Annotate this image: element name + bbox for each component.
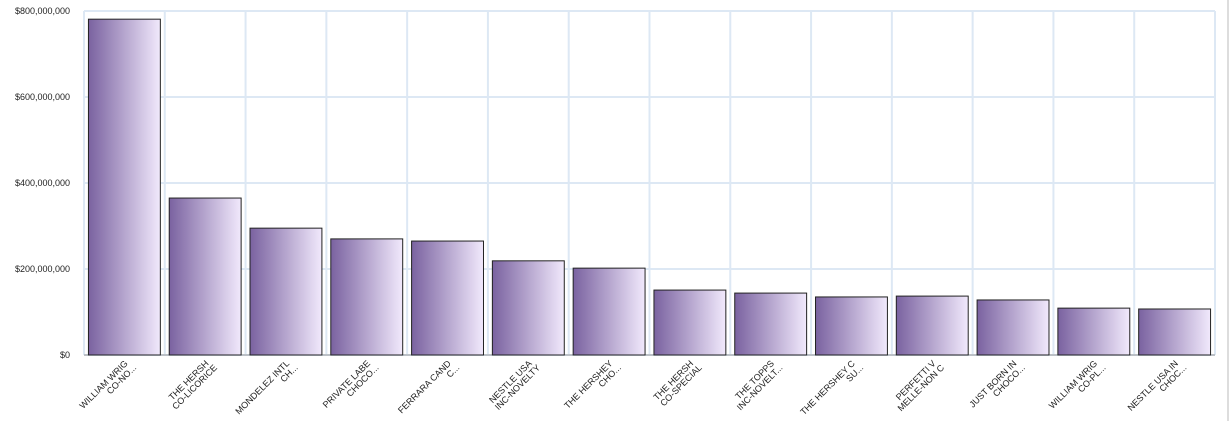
x-tick-label: PRIVATE LABECHOCO... — [321, 356, 381, 416]
bar — [1138, 308, 1212, 356]
x-tick-label: THE HERSHEY CSU... — [798, 356, 865, 421]
bar — [168, 197, 242, 356]
x-tick-label: MONDELEZ INTLCH... — [233, 356, 299, 421]
x-tick-label: THE TOPPSINC-NOVELT... — [728, 356, 784, 412]
x-tick-label-line: THE HERSHEY C — [798, 358, 857, 417]
x-tick-label: WILLIAM WRIGCO-PL... — [1047, 356, 1108, 417]
bar — [976, 299, 1050, 356]
bar — [1057, 307, 1131, 356]
bar — [249, 227, 323, 356]
y-tick-label: $600,000,000 — [15, 92, 70, 102]
x-tick-label: THE HERSHEYCHO... — [562, 356, 623, 417]
x-tick-label: JUST BORN INCHOCO... — [967, 356, 1027, 416]
bar — [815, 296, 888, 356]
bar — [895, 295, 969, 356]
x-tick-label: NESTLE USA INCHOC... — [1126, 356, 1189, 419]
bar — [330, 238, 404, 356]
x-tick-label-line: MONDELEZ INTL — [233, 358, 291, 416]
bar — [653, 289, 727, 356]
x-tick-label: WILLIAM WRIGCO-NO... — [77, 356, 138, 417]
bar — [572, 267, 646, 356]
y-tick-label: $800,000,000 — [15, 6, 70, 16]
y-tick-label: $400,000,000 — [15, 178, 70, 188]
x-tick-label: FERRARA CANDC... — [396, 356, 461, 421]
x-tick-label: THE HERSHCO-SPECIAL — [651, 356, 703, 408]
bar — [734, 292, 808, 356]
x-tick-label: NESTLE USAINC-NOVELTY — [486, 356, 542, 412]
x-tick-label: PERFETTI VMELLE-NON C — [889, 356, 946, 413]
bar — [87, 18, 161, 356]
bar — [491, 260, 565, 356]
y-tick-label: $200,000,000 — [15, 264, 70, 274]
x-tick-label-line: FERRARA CAND — [396, 358, 453, 415]
bar — [411, 240, 484, 356]
y-tick-label: $0 — [60, 350, 70, 360]
x-tick-label: THE HERSHCO-LICORICE — [164, 356, 219, 411]
